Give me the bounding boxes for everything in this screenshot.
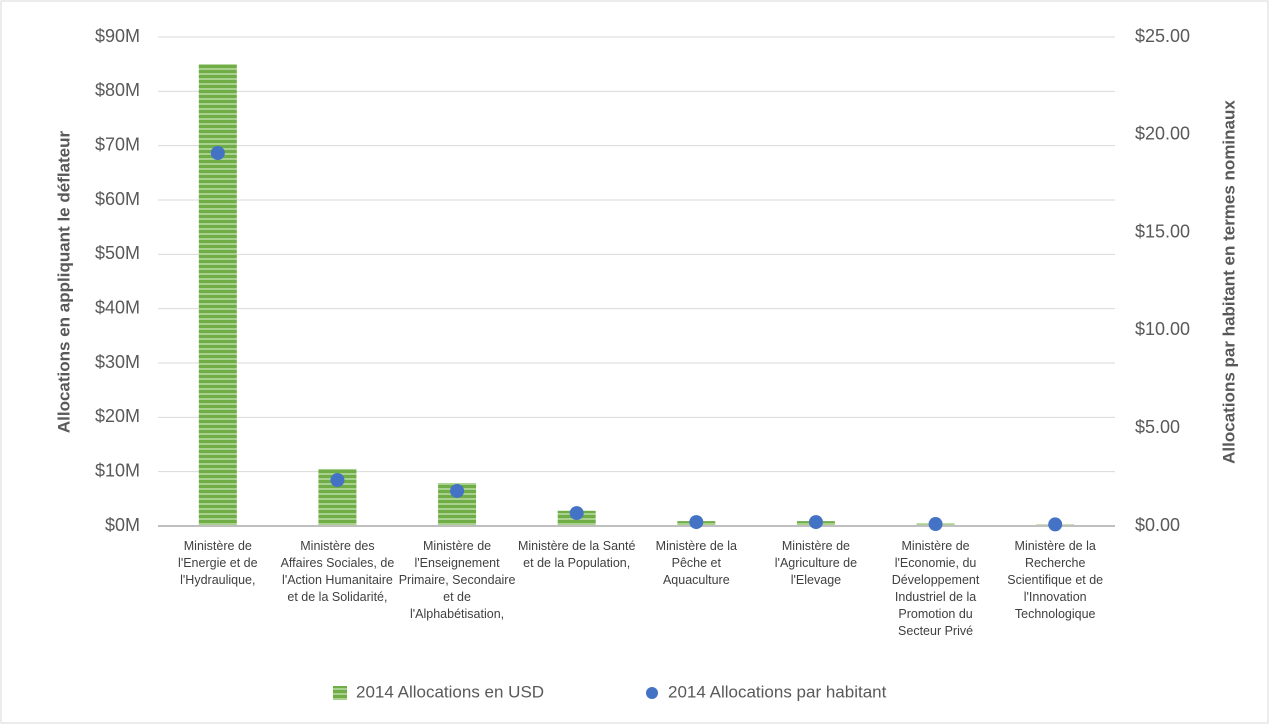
y2-tick-label: $10.00 (1135, 319, 1190, 339)
x-tick-label: Ministère de l'Enseignement Primaire, Se… (398, 539, 516, 621)
legend-label: 2014 Allocations par habitant (668, 682, 887, 701)
y-tick-label: $60M (95, 189, 140, 209)
y2-tick-label: $20.00 (1135, 124, 1190, 144)
y2-tick-label: $0.00 (1135, 515, 1180, 535)
legend-swatch (646, 687, 658, 699)
dot (808, 515, 823, 530)
y-tick-label: $0M (105, 515, 140, 535)
legend-swatch (333, 686, 347, 700)
dot (330, 473, 345, 488)
x-tick-label: Ministère des Affaires Sociales, de l'Ac… (280, 539, 395, 604)
y2-tick-label: $5.00 (1135, 417, 1180, 437)
y2-tick-label: $25.00 (1135, 26, 1190, 46)
y-tick-label: $70M (95, 134, 140, 154)
x-tick-label: Ministère de l'Economie, du Développemen… (891, 539, 980, 638)
dot (689, 515, 704, 530)
x-tick-label: Ministère de la Recherche Scientifique e… (1007, 539, 1104, 621)
y-tick-label: $10M (95, 460, 140, 480)
y-axis-title: Allocations en appliquant le déflateur (54, 130, 73, 433)
y-tick-label: $30M (95, 352, 140, 372)
dot (1048, 517, 1063, 532)
bar (198, 64, 237, 527)
dot (569, 506, 584, 521)
x-tick-label: Ministère de l'Agriculture de l'Elevage (774, 539, 858, 587)
y-tick-label: $40M (95, 297, 140, 317)
x-tick-label: Ministère de la Pêche et Aquaculture (655, 539, 737, 587)
y-tick-label: $50M (95, 243, 140, 263)
x-tick-label: Ministère de l'Energie et de l'Hydrauliq… (178, 539, 258, 587)
dot (450, 483, 465, 498)
y2-tick-label: $15.00 (1135, 221, 1190, 241)
dot (928, 517, 943, 532)
y-tick-label: $90M (95, 26, 140, 46)
y2-axis-title: Allocations par habitant en termes nomin… (1219, 100, 1238, 464)
x-tick-label: Ministère de la Santé et de la Populatio… (517, 539, 636, 570)
y-tick-label: $20M (95, 406, 140, 426)
legend-label: 2014 Allocations en USD (356, 682, 544, 701)
y-tick-label: $80M (95, 80, 140, 100)
dot (210, 145, 225, 160)
